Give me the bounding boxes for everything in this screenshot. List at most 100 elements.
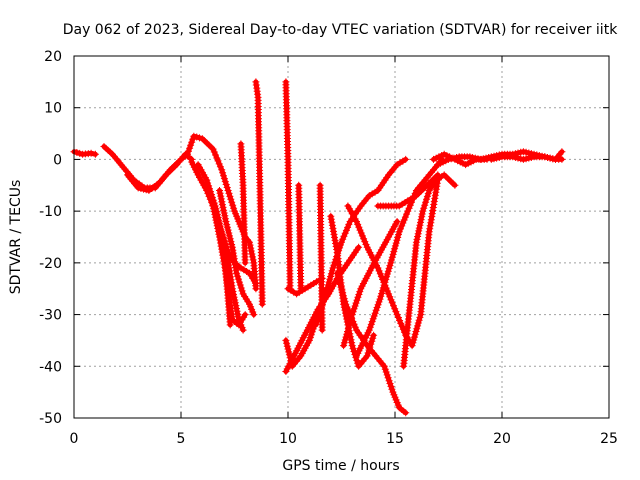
data-point-marker: [348, 339, 356, 347]
data-point-marker: [221, 212, 229, 220]
data-point-marker: [366, 323, 374, 331]
data-point-marker: [208, 199, 216, 207]
data-point-marker: [342, 300, 350, 308]
data-point-marker: [348, 342, 356, 350]
data-point-marker: [224, 226, 232, 234]
data-point-marker: [258, 300, 266, 308]
data-point-marker: [241, 311, 249, 319]
data-point-marker: [247, 247, 255, 255]
data-point-marker: [225, 229, 233, 237]
data-point-marker: [318, 326, 326, 334]
data-point-marker: [87, 149, 95, 157]
data-point-marker: [235, 275, 242, 283]
data-point-marker: [385, 290, 393, 298]
data-point-marker: [206, 191, 214, 198]
data-point-marker: [393, 311, 401, 319]
data-point-marker: [234, 272, 242, 280]
data-point-marker: [215, 160, 223, 168]
data-point-marker: [249, 256, 257, 264]
data-point-marker: [206, 188, 213, 196]
x-axis-label: GPS time / hours: [282, 458, 399, 474]
data-point-marker: [410, 336, 418, 344]
data-point-marker: [185, 147, 192, 155]
data-point-marker: [331, 233, 338, 241]
series-line: [101, 144, 195, 191]
data-point-marker: [405, 204, 413, 212]
y-tick-label: -30: [39, 308, 62, 324]
data-point-marker: [282, 336, 290, 344]
data-point-marker: [387, 382, 395, 390]
data-point-marker: [394, 234, 402, 241]
data-point-marker: [241, 259, 249, 267]
data-point-marker: [357, 229, 365, 237]
y-tick-label: 0: [53, 152, 62, 168]
data-point-marker: [370, 331, 378, 339]
data-point-marker: [223, 184, 231, 191]
data-point-marker: [387, 296, 395, 304]
data-point-marker: [228, 198, 236, 206]
data-point-marker: [352, 299, 360, 307]
data-point-marker: [229, 201, 237, 209]
data-point-marker: [403, 210, 411, 218]
data-point-marker: [297, 285, 305, 293]
y-tick-label: -40: [39, 359, 62, 375]
series-track-03: [124, 150, 191, 194]
data-point-marker: [344, 223, 352, 231]
data-point-marker: [399, 219, 407, 227]
data-point-marker: [227, 195, 235, 203]
data-point-marker: [308, 328, 316, 336]
data-point-marker: [225, 189, 233, 197]
data-point-marker: [402, 409, 410, 417]
data-point-marker: [188, 138, 196, 146]
data-point-marker: [415, 224, 423, 232]
data-point-marker: [380, 362, 388, 370]
data-point-marker: [398, 200, 406, 208]
data-point-marker: [375, 267, 383, 275]
data-point-marker: [187, 141, 195, 149]
data-point-marker: [351, 323, 359, 331]
data-point-marker: [220, 175, 228, 183]
data-point-marker: [390, 302, 397, 310]
data-point-marker: [249, 253, 256, 261]
data-point-marker: [383, 371, 391, 379]
data-point-marker: [306, 334, 314, 342]
data-point-marker: [413, 235, 421, 243]
data-point-marker: [205, 185, 213, 193]
data-point-marker: [247, 244, 255, 252]
data-point-marker: [423, 192, 431, 200]
data-point-marker: [397, 225, 404, 233]
data-point-marker: [229, 288, 237, 295]
series-track-10: [237, 140, 249, 267]
data-point-marker: [398, 322, 406, 330]
data-point-marker: [284, 345, 292, 353]
data-point-marker: [351, 302, 359, 310]
series-track-17: [312, 155, 410, 329]
data-point-marker: [399, 157, 407, 165]
data-point-marker: [284, 285, 292, 293]
series-track-08: [216, 187, 258, 319]
data-point-marker: [283, 339, 291, 347]
data-point-marker: [402, 155, 410, 163]
y-tick-label: 20: [44, 49, 62, 65]
data-point-marker: [219, 169, 227, 177]
data-point-marker: [216, 163, 224, 171]
series-track-12: [282, 78, 294, 293]
data-point-marker: [214, 157, 222, 165]
series-track-16: [295, 181, 305, 293]
data-point-marker: [426, 222, 434, 230]
data-point-marker: [558, 148, 566, 156]
data-point-marker: [238, 287, 246, 295]
data-point-marker: [414, 322, 422, 330]
series-track-20: [333, 269, 410, 417]
data-point-marker: [324, 281, 332, 289]
data-point-marker: [421, 201, 429, 209]
data-point-marker: [368, 337, 376, 345]
data-point-marker: [397, 319, 405, 327]
series-track-28: [487, 148, 566, 163]
series-track-01: [70, 148, 99, 158]
data-point-marker: [356, 226, 364, 234]
data-point-marker: [422, 198, 430, 206]
data-point-marker: [371, 188, 379, 196]
data-point-marker: [226, 192, 234, 200]
